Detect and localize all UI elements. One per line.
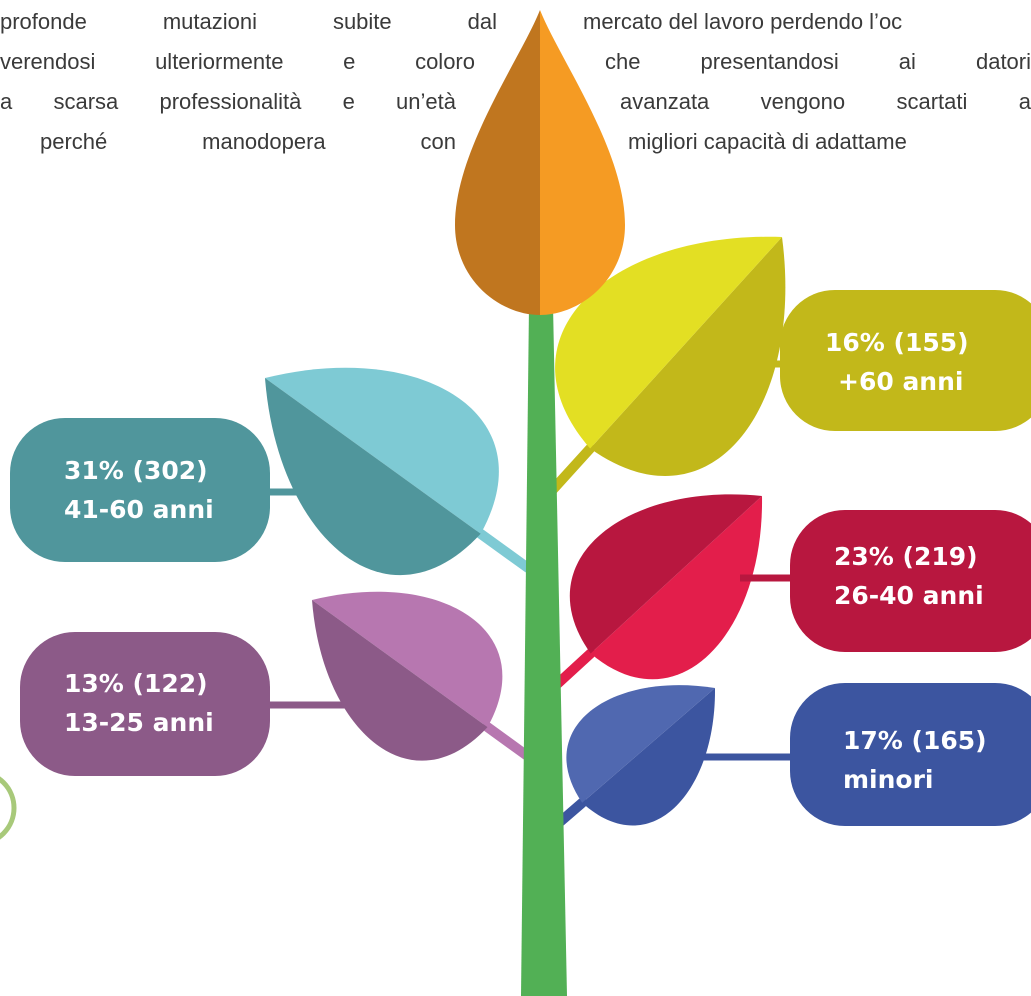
label-group: 26-40 anni	[834, 581, 984, 610]
label-share: 16% (155)	[825, 328, 969, 357]
label-share: 13% (122)	[64, 669, 208, 698]
label-group: +60 anni	[838, 367, 963, 396]
stem	[521, 305, 567, 996]
page: profonde mutazioni subite dal verendosi …	[0, 0, 1031, 996]
bud-left	[455, 10, 540, 315]
label-share: 23% (219)	[834, 542, 978, 571]
label-pill	[780, 290, 1031, 431]
label-pill	[10, 418, 270, 562]
label-share: 31% (302)	[64, 456, 208, 485]
decor-circle	[0, 772, 14, 844]
label-group: 41-60 anni	[64, 495, 214, 524]
bud-right	[540, 10, 625, 315]
infographic: 16% (155) +60 anni 31% (302) 41-60 anni …	[0, 0, 1031, 996]
label-share: 17% (165)	[843, 726, 987, 755]
label-group: 13-25 anni	[64, 708, 214, 737]
label-group: minori	[843, 765, 934, 794]
leaf-stalk	[481, 534, 528, 568]
label-pill	[20, 632, 270, 776]
leaf-stalk	[487, 727, 526, 755]
